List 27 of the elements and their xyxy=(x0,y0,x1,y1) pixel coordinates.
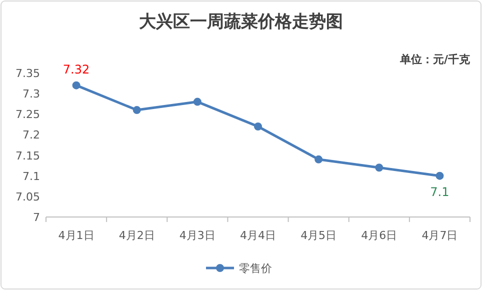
point xyxy=(193,98,202,106)
point xyxy=(254,122,262,130)
y-tick-label: 7.2 xyxy=(22,128,40,142)
chart-title: 大兴区一周蔬菜价格走势图 xyxy=(139,12,343,32)
x-tick-label: 4月3日 xyxy=(179,229,216,242)
legend-label: 零售价 xyxy=(239,262,272,275)
y-tick-label: 7.35 xyxy=(16,67,40,80)
y-tick-label: 7.3 xyxy=(22,88,40,101)
x-tick-label: 4月1日 xyxy=(58,229,94,242)
data-label: 7.1 xyxy=(430,184,450,199)
point xyxy=(375,164,384,172)
point xyxy=(132,106,141,114)
y-tick-label: 7.15 xyxy=(16,149,40,162)
x-tick-label: 4月7日 xyxy=(422,229,458,242)
point xyxy=(314,155,323,164)
x-tick-label: 4月5日 xyxy=(300,229,337,242)
point xyxy=(436,172,444,180)
y-tick-label: 7.05 xyxy=(16,190,40,204)
data-label: 7.32 xyxy=(62,62,90,76)
y-tick-label: 7 xyxy=(33,211,40,224)
y-tick-label: 7.1 xyxy=(22,170,40,183)
point xyxy=(72,81,80,90)
x-tick-label: 4月6日 xyxy=(361,229,398,242)
y-tick-label: 7.25 xyxy=(16,108,40,122)
text: 单位：元/千克 xyxy=(398,53,471,66)
x-tick-label: 4月4日 xyxy=(240,229,276,242)
x-tick-label: 4月2日 xyxy=(118,229,155,242)
